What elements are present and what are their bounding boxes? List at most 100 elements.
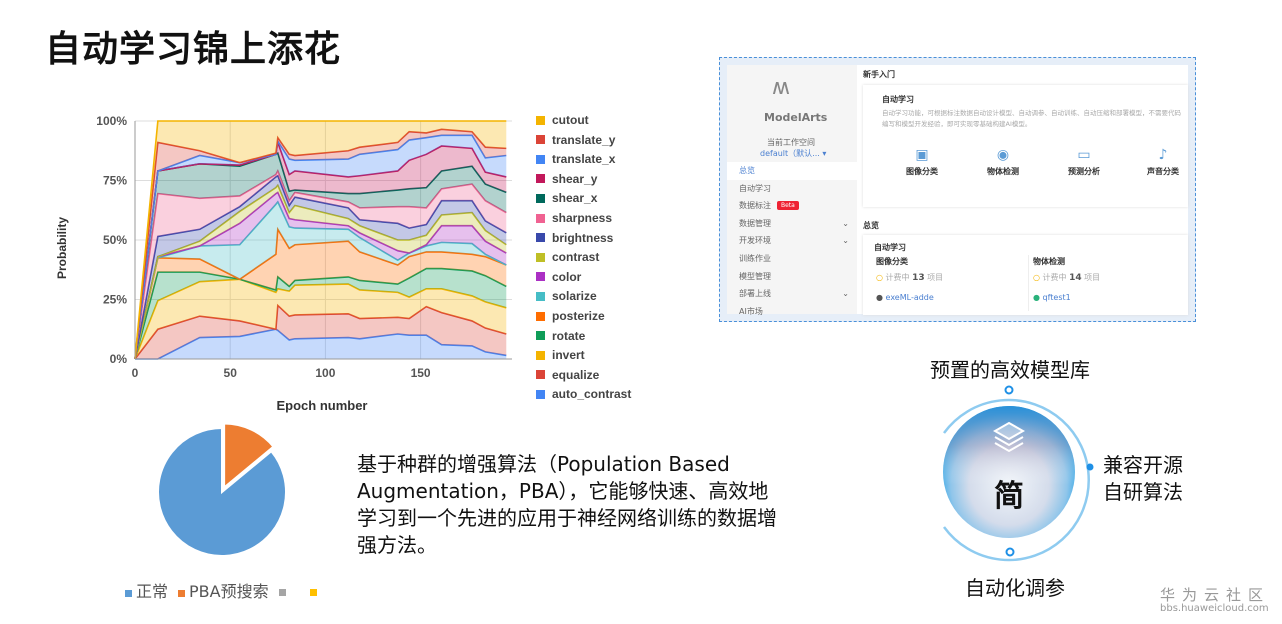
project-status-icon: ● <box>876 293 883 302</box>
area-solarize <box>135 201 507 359</box>
pie-legend-label: 正常 <box>136 582 169 601</box>
legend-item-contrast: contrast <box>536 250 599 264</box>
menu-item-label: 训练作业 <box>739 253 771 263</box>
stat-count: 13 <box>912 273 925 283</box>
pie-chart <box>157 422 287 557</box>
menu-item-label: 数据管理 <box>739 218 771 228</box>
feature-prediction[interactable]: ▭ 预测分析 <box>1049 147 1119 177</box>
auto-learning-card: 自动学习 自动学习功能，可根据标注数据自动设计模型、自动调参、自动训练、自动压缩… <box>863 85 1188 207</box>
legend-item-shear_x: shear_x <box>536 191 597 205</box>
area-auto_contrast <box>135 329 507 359</box>
legend-item-shear_y: shear_y <box>536 172 597 186</box>
outer-arc <box>942 398 1090 562</box>
chart-ticks: 0 50 100 150 0% 25% 50% 75% 100% <box>96 114 512 380</box>
legend-item-rotate: rotate <box>536 329 585 343</box>
x-tick-label: 100 <box>315 366 335 380</box>
chevron-down-icon: ⌄ <box>842 236 849 246</box>
layers-icon <box>992 421 1026 453</box>
legend-item-sharpness: sharpness <box>536 211 612 225</box>
menu-item[interactable]: 部署上线 ⌄ <box>727 285 857 303</box>
legend-item-posterize: posterize <box>536 309 605 323</box>
legend-item-cutout: cutout <box>536 113 589 127</box>
modelarts-sidebar: ʍ ModelArts 当前工作空间 default（默认... ▾ 总览 自动学… <box>727 65 857 316</box>
microphone-icon: ♪ <box>1158 147 1168 163</box>
modelarts-main: 新手入门 自动学习 自动学习功能，可根据标注数据自动设计模型、自动调参、自动训练… <box>857 65 1188 315</box>
legend-swatch <box>536 311 545 321</box>
beta-badge: Beta <box>777 201 799 211</box>
feature-label: 预测分析 <box>1068 167 1100 176</box>
legend-item-translate_y: translate_y <box>536 133 615 147</box>
legend-item-auto_contrast: auto_contrast <box>536 387 631 401</box>
legend-label: shear_y <box>552 171 598 186</box>
chevron-down-icon: ⌄ <box>842 218 849 228</box>
legend-swatch <box>536 272 545 282</box>
y-tick-label: 0% <box>110 352 128 366</box>
legend-item-translate_x: translate_x <box>536 152 615 166</box>
line-shear_y <box>134 142 507 360</box>
legend-swatch <box>536 115 545 125</box>
overview-card: 自动学习 图像分类 ○ 计费中 13 项目 ● exeML-adde 物体检测 … <box>863 235 1188 315</box>
pie-slice-normal <box>157 426 287 557</box>
center-character: 简 <box>994 479 1024 514</box>
simple-circle-graphic: 简 <box>942 385 1094 562</box>
area-shear_x <box>135 153 507 359</box>
menu-item[interactable]: 开发环境 ⌄ <box>727 232 857 250</box>
menu-item-label: 开发环境 <box>739 236 771 246</box>
legend-item-color: color <box>536 270 581 284</box>
legend-label: rotate <box>552 328 586 343</box>
legend-swatch <box>536 331 545 341</box>
project-link[interactable]: ● qftest1 <box>1033 293 1071 302</box>
chevron-down-icon: ⌄ <box>842 289 849 299</box>
menu-item-label: 自动学习 <box>739 183 771 193</box>
auto-learning-desc: 自动学习功能，可根据标注数据自动设计模型、自动调参、自动训练、自动压缩和部署模型… <box>882 109 1181 128</box>
target-icon: ◉ <box>996 147 1010 163</box>
area-translate_y <box>135 129 507 359</box>
menu-item[interactable]: 数据管理 ⌄ <box>727 215 857 233</box>
menu-item-label: 模型管理 <box>739 271 771 281</box>
divider <box>1028 255 1029 311</box>
line-rotate <box>134 267 507 360</box>
feature-sound-classification[interactable]: ♪ 声音分类 <box>1128 147 1198 177</box>
inner-circle-shade <box>943 406 1075 538</box>
node-bottom <box>1005 547 1015 557</box>
x-axis-label: Epoch number <box>276 398 367 413</box>
legend-swatch <box>536 252 545 262</box>
legend-label: translate_y <box>552 132 616 147</box>
feature-image-classification[interactable]: ▣ 图像分类 <box>887 147 957 177</box>
line-cutout <box>134 120 507 360</box>
project-link[interactable]: ● exeML-adde <box>876 293 934 302</box>
menu-item[interactable]: 自动学习 <box>727 180 857 198</box>
legend-label: contrast <box>552 250 600 265</box>
feature-object-detection[interactable]: ◉ 物体检测 <box>968 147 1038 177</box>
project-name: qftest1 <box>1042 293 1071 302</box>
chart-areas <box>134 120 507 360</box>
legend-label: shear_x <box>552 191 598 206</box>
legend-label: color <box>552 269 582 284</box>
area-color <box>135 192 507 359</box>
pie-legend-item-gray <box>278 581 290 600</box>
menu-item[interactable]: 模型管理 <box>727 268 857 286</box>
y-tick-label: 100% <box>96 114 127 128</box>
line-invert <box>134 278 507 360</box>
area-invert <box>135 279 507 359</box>
stat-title: 物体检测 <box>1033 257 1065 266</box>
area-equalize <box>135 305 507 359</box>
check-circle-icon: ● <box>1033 293 1040 302</box>
menu-item[interactable]: 数据标注 Beta <box>727 197 857 215</box>
overview-heading: 总览 <box>863 221 879 230</box>
legend-label: brightness <box>552 230 614 245</box>
legend-item-solarize: solarize <box>536 289 597 303</box>
menu-item[interactable]: 总览 <box>727 162 857 180</box>
auto-learning-title: 自动学习 <box>882 95 914 104</box>
x-tick-label: 150 <box>411 366 431 380</box>
y-tick-label: 50% <box>103 233 127 247</box>
legend-swatch <box>536 193 545 203</box>
overview-section-title: 自动学习 <box>874 243 906 252</box>
pie-legend: 正常 PBA预搜索 <box>125 578 321 602</box>
stat-unit: 项目 <box>927 273 944 282</box>
menu-item[interactable]: AI市场 <box>727 303 857 321</box>
workspace-value: default（默认... <box>760 149 820 158</box>
workspace-select[interactable]: default（默认... ▾ <box>760 148 826 159</box>
area-contrast <box>135 185 507 359</box>
menu-item[interactable]: 训练作业 <box>727 250 857 268</box>
